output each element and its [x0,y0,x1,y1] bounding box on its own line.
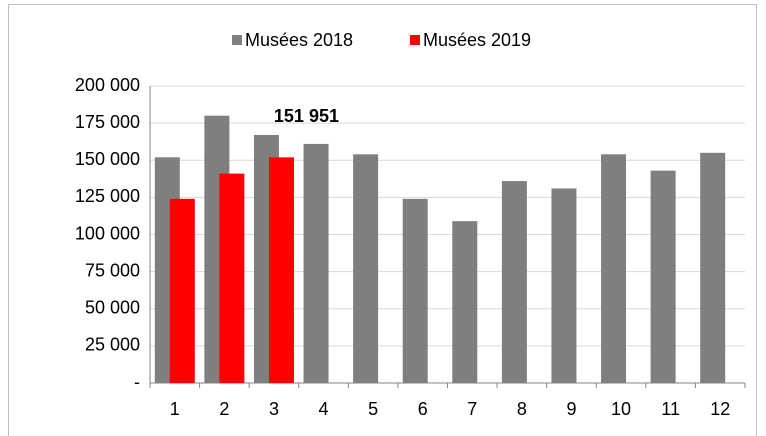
x-tick-label: 8 [517,399,527,419]
legend-label: Musées 2018 [245,30,353,50]
y-tick-label: 25 000 [85,335,140,355]
y-tick-label: 125 000 [75,186,140,206]
x-tick-label: 4 [319,399,329,419]
chart-border [8,4,757,436]
x-tick-label: 12 [710,399,730,419]
bar [353,154,379,383]
bar [700,152,726,383]
y-tick-label: 150 000 [75,149,140,169]
x-tick-label: 10 [611,399,631,419]
bar [169,198,195,383]
x-tick-label: 5 [368,399,378,419]
bar [402,198,428,383]
bar [501,181,527,383]
bar [268,157,294,383]
x-tick-label: 1 [170,399,180,419]
bar [551,188,577,383]
legend-label: Musées 2019 [423,30,531,50]
y-tick-label: 200 000 [75,75,140,95]
y-tick-label: - [134,372,140,392]
bar [219,173,245,383]
data-label: 151 951 [274,106,339,126]
legend-swatch [232,35,242,45]
x-tick-label: 9 [566,399,576,419]
bar [303,143,329,383]
x-tick-label: 11 [661,399,680,419]
bar [650,170,676,383]
x-tick-label: 7 [467,399,477,419]
legend-swatch [410,35,420,45]
y-tick-label: 175 000 [75,112,140,132]
y-tick-label: 50 000 [85,298,140,318]
x-tick-label: 3 [269,399,279,419]
y-tick-label: 100 000 [75,223,140,243]
bar [601,154,627,383]
bar [452,221,478,383]
y-tick-label: 75 000 [85,260,140,280]
x-tick-label: 6 [418,399,428,419]
x-tick-label: 2 [219,399,229,419]
